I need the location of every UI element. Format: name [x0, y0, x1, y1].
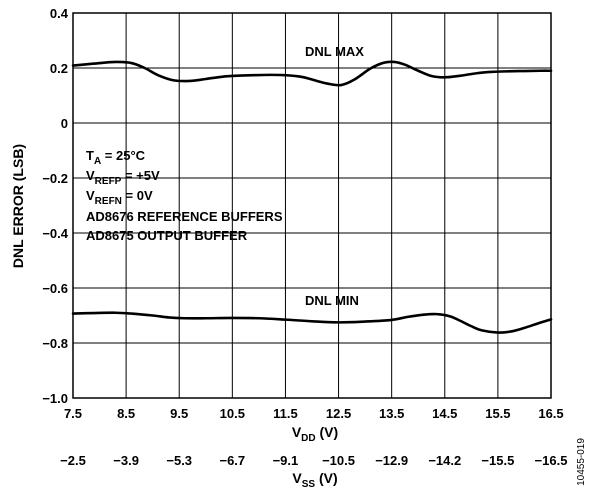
x-tick-label: 7.5 — [64, 406, 82, 421]
y-axis-label: DNL ERROR (LSB) — [10, 144, 26, 268]
dnl-max-line — [71, 60, 553, 87]
condition-vrefn: VREFN = 0V — [86, 188, 153, 207]
figure-id: 10455-019 — [576, 438, 587, 486]
dnl-min-line — [71, 311, 553, 334]
y-tick-labels: 0.4 0.2 0 −0.2 −0.4 −0.6 −0.8 −1.0 — [42, 6, 68, 406]
plot-frame — [72, 12, 552, 399]
condition-vrefp: VREFP = +5V — [86, 168, 160, 187]
x-tick-label: 10.5 — [220, 406, 245, 421]
x-tick-label: 13.5 — [379, 406, 404, 421]
x2-axis-label-unit: (V) — [315, 470, 338, 486]
condition-vrefp-main: V — [86, 168, 95, 183]
x2-tick-label: −3.9 — [113, 453, 139, 468]
condition-vrefp-sub: REFP — [95, 176, 122, 187]
x2-axis-label-sub: SS — [302, 479, 316, 490]
x-tick-label: 16.5 — [538, 406, 563, 421]
y-tick-label: −0.8 — [42, 336, 68, 351]
x-tick-label: 11.5 — [273, 406, 298, 421]
x-axis-label-sub: DD — [301, 433, 315, 444]
x-tick-label: 12.5 — [326, 406, 351, 421]
x-axis-label-main: V — [292, 424, 302, 440]
condition-output-buffer: AD8675 OUTPUT BUFFER — [86, 228, 248, 243]
x-tick-label: 8.5 — [117, 406, 135, 421]
x2-tick-label: −16.5 — [535, 453, 568, 468]
x2-tick-label: −12.9 — [375, 453, 408, 468]
y-tick-label: 0.2 — [50, 61, 68, 76]
y-tick-label: −1.0 — [42, 391, 68, 406]
x2-tick-label: −10.5 — [322, 453, 355, 468]
x-tick-labels: 7.5 8.5 9.5 10.5 11.5 12.5 13.5 14.5 15.5 16.5 — [64, 406, 564, 421]
x2-tick-label: −9.1 — [273, 453, 299, 468]
y-tick-label: 0.4 — [50, 6, 69, 21]
condition-vrefn-sub: REFN — [95, 196, 122, 207]
y-tick-label: −0.6 — [42, 281, 68, 296]
x2-tick-label: −6.7 — [219, 453, 245, 468]
x2-tick-labels: −2.5 −3.9 −5.3 −6.7 −9.1 −10.5 −12.9 −14.2 −15.5… — [60, 453, 567, 468]
condition-vrefp-rest: = +5V — [121, 168, 160, 183]
x2-axis-label: VSS (V) — [292, 470, 337, 490]
x-tick-label: 9.5 — [170, 406, 188, 421]
x-axis-label: VDD (V) — [292, 424, 338, 444]
x2-tick-label: −15.5 — [481, 453, 514, 468]
condition-ta-main: T — [86, 148, 94, 163]
y-tick-label: 0 — [61, 116, 68, 131]
y-tick-label: −0.4 — [42, 226, 68, 241]
x-tick-label: 14.5 — [432, 406, 457, 421]
grid-lines — [72, 12, 552, 399]
y-tick-label: −0.2 — [42, 171, 68, 186]
x2-tick-label: −5.3 — [166, 453, 192, 468]
dnl-min-label: DNL MIN — [305, 293, 359, 308]
condition-ta: TA = 25°C — [86, 148, 146, 167]
x-axis-label-unit: (V) — [316, 424, 339, 440]
x2-tick-label: −14.2 — [428, 453, 461, 468]
condition-vrefn-rest: = 0V — [122, 188, 153, 203]
condition-ta-sub: A — [94, 156, 101, 167]
dnl-max-label: DNL MAX — [305, 44, 364, 59]
x-tick-label: 15.5 — [485, 406, 510, 421]
x2-tick-label: −2.5 — [60, 453, 86, 468]
series-group — [71, 60, 553, 334]
condition-vrefn-main: V — [86, 188, 95, 203]
condition-ta-rest: = 25°C — [101, 148, 145, 163]
condition-reference-buffers: AD8676 REFERENCE BUFFERS — [86, 209, 283, 224]
x2-axis-label-main: V — [292, 470, 302, 486]
